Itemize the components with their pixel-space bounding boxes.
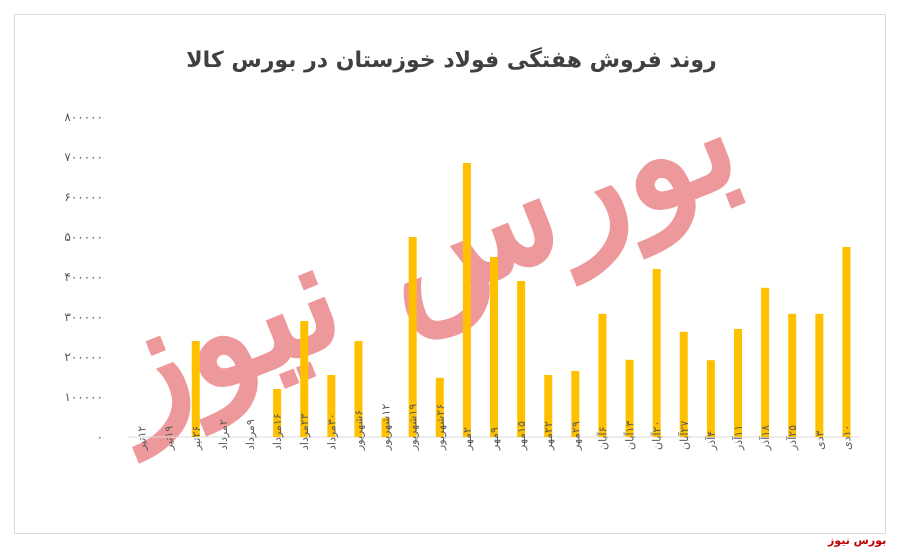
bar (815, 313, 824, 437)
bar (544, 375, 553, 437)
bar (706, 360, 715, 437)
x-tick-label: ۲مهر (461, 427, 474, 451)
x-tick-label: ۶آبان (595, 427, 609, 450)
x-tick-label: ۱۲تیر (136, 426, 149, 451)
bar (571, 371, 580, 437)
bar (842, 247, 851, 437)
x-tick-label: ۹مهر (488, 427, 501, 451)
x-tick-label: ۳دی (813, 430, 826, 450)
x-tick-label: ۳۰مرداد (325, 413, 338, 450)
bar (761, 287, 770, 437)
x-tick-label: ۱۱آذر (731, 425, 745, 451)
bar (652, 269, 661, 437)
y-tick-label: ۴۰۰۰۰۰ (64, 270, 103, 284)
bar (327, 375, 336, 437)
x-tick-label: ۲۶شهریور (434, 404, 447, 451)
x-tick-label: ۱۲شهریور (380, 404, 393, 451)
x-tick-label: ۲۶تیر (190, 426, 203, 451)
x-tick-label: ۴آذر (704, 431, 718, 451)
y-tick-label: ۳۰۰۰۰۰ (64, 310, 103, 324)
bar (435, 377, 444, 437)
x-tick-label: ۱۹تیر (163, 426, 176, 451)
x-tick-label: ۲۰آبان (650, 421, 664, 450)
x-tick-label: ۲۵آذر (785, 425, 799, 451)
chart-frame (14, 14, 886, 534)
bar (598, 313, 607, 437)
bar (734, 329, 742, 437)
bar (679, 331, 688, 437)
bar (788, 313, 797, 437)
x-tick-label: ۱۹شهریور (407, 404, 420, 451)
footer-brand: بورس نیوز (828, 534, 887, 547)
x-tick-label: ۹مرداد (244, 419, 257, 450)
y-tick-label: ۱۰۰۰۰۰ (64, 390, 103, 404)
bar (517, 281, 526, 437)
x-tick-label: ۲مرداد (217, 419, 230, 450)
y-tick-label: ۲۰۰۰۰۰ (64, 350, 103, 364)
bar (625, 359, 634, 437)
x-tick-label: ۲۷آبان (677, 421, 691, 450)
y-tick-label: ۶۰۰۰۰۰ (64, 190, 103, 204)
x-tick-label: ۶شهریور (352, 410, 365, 451)
x-tick-label: ۱۰دی (840, 425, 853, 450)
x-tick-label: ۱۶مرداد (271, 413, 284, 450)
x-tick-label: ۱۸آذر (758, 425, 772, 451)
bar (490, 257, 498, 437)
x-tick-label: ۱۵مهر (515, 421, 528, 451)
bar (273, 389, 282, 437)
x-tick-label: ۲۲مهر (542, 421, 555, 451)
y-tick-label: ۰ (97, 430, 103, 444)
x-tick-label: ۲۹مهر (569, 421, 582, 451)
bar (354, 341, 363, 437)
y-tick-label: ۸۰۰۰۰۰ (64, 110, 103, 124)
bar (462, 163, 471, 437)
x-tick-label: ۱۳آبان (623, 421, 637, 450)
bar (408, 237, 417, 437)
bar (381, 417, 390, 437)
bar (191, 341, 200, 437)
bar (300, 321, 309, 437)
y-tick-label: ۵۰۰۰۰۰ (64, 230, 103, 244)
chart-title: روند فروش هفتگی فولاد خوزستان در بورس کا… (186, 48, 717, 73)
y-tick-label: ۷۰۰۰۰۰ (64, 150, 103, 164)
x-tick-label: ۲۳مرداد (298, 413, 311, 450)
